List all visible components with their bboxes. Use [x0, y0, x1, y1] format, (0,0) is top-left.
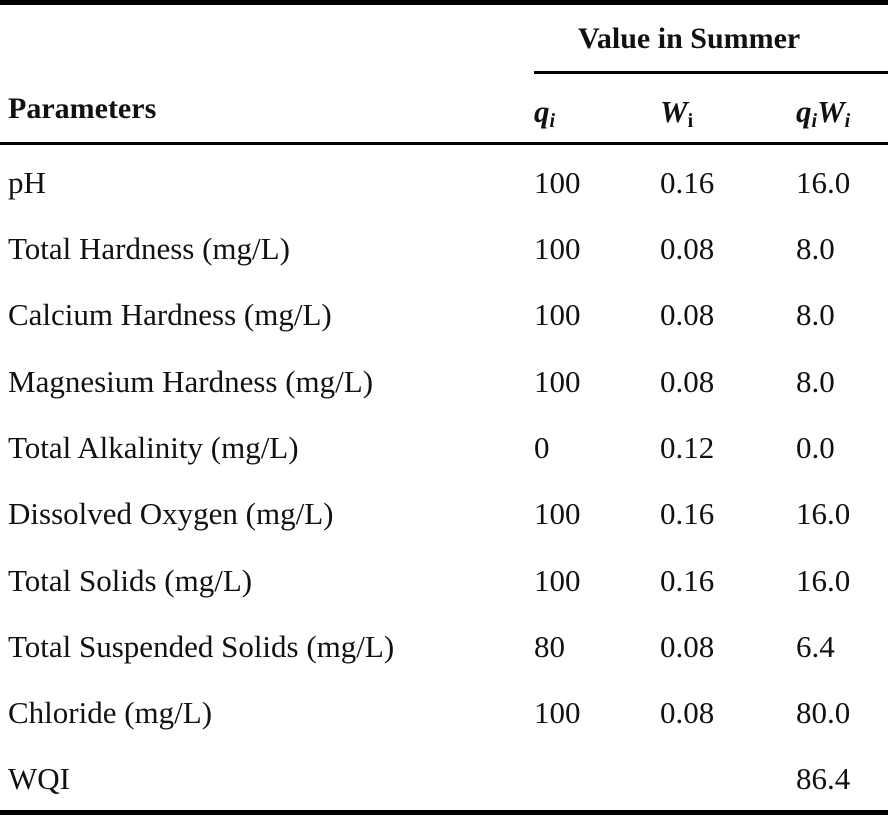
row-parameter: Chloride (mg/L) [8, 695, 213, 730]
row-qiwi: 8.0 [796, 231, 835, 266]
qi-subscript: i [549, 110, 556, 132]
column-header-qiwi: qiWi [796, 96, 850, 131]
row-qiwi: 8.0 [796, 297, 835, 332]
row-parameter: Magnesium Hardness (mg/L) [8, 364, 374, 399]
qiwi-w: W [817, 94, 845, 129]
wi-base: W [660, 94, 688, 129]
row-parameter: Dissolved Oxygen (mg/L) [8, 496, 334, 531]
wi-subscript: i [687, 110, 694, 132]
row-wi: 0.16 [660, 563, 715, 598]
row-qiwi: 6.4 [796, 629, 835, 664]
row-parameter: Total Alkalinity (mg/L) [8, 430, 299, 465]
row-parameter: Total Hardness (mg/L) [8, 231, 290, 266]
qiwi-q: q [796, 94, 812, 129]
row-wi: 0.08 [660, 297, 715, 332]
row-parameter: pH [8, 165, 46, 200]
column-header-wi: Wi [660, 96, 693, 131]
group-header: Value in Summer [578, 22, 801, 55]
row-parameter: Total Suspended Solids (mg/L) [8, 629, 395, 664]
row-qi: 100 [534, 364, 581, 399]
row-wi: 0.08 [660, 695, 715, 730]
row-qiwi: 8.0 [796, 364, 835, 399]
row-qiwi: 80.0 [796, 695, 851, 730]
row-qiwi: 0.0 [796, 430, 835, 465]
group-header-rule [534, 71, 888, 74]
row-parameter: Total Solids (mg/L) [8, 563, 253, 598]
row-qiwi: 16.0 [796, 496, 851, 531]
row-wi: 0.08 [660, 231, 715, 266]
row-qi: 100 [534, 496, 581, 531]
row-qi: 100 [534, 297, 581, 332]
row-qi: 100 [534, 563, 581, 598]
qi-base: q [534, 94, 550, 129]
row-wi: 0.08 [660, 629, 715, 664]
row-qi: 100 [534, 165, 581, 200]
row-qiwi: 16.0 [796, 563, 851, 598]
column-header-parameters: Parameters [8, 92, 157, 125]
qiwi-w-subscript: i [844, 110, 851, 132]
row-qi: 80 [534, 629, 565, 664]
top-rule [0, 0, 888, 5]
row-qi: 100 [534, 695, 581, 730]
row-qi: 100 [534, 231, 581, 266]
wqi-value: 86.4 [796, 761, 851, 796]
row-wi: 0.08 [660, 364, 715, 399]
bottom-rule [0, 810, 888, 815]
wqi-label: WQI [8, 761, 70, 796]
row-parameter: Calcium Hardness (mg/L) [8, 297, 332, 332]
header-rule [0, 142, 888, 145]
row-wi: 0.12 [660, 430, 715, 465]
row-wi: 0.16 [660, 496, 715, 531]
column-header-qi: qi [534, 96, 555, 131]
row-qiwi: 16.0 [796, 165, 851, 200]
row-qi: 0 [534, 430, 550, 465]
qiwi-q-subscript: i [811, 110, 818, 132]
row-wi: 0.16 [660, 165, 715, 200]
